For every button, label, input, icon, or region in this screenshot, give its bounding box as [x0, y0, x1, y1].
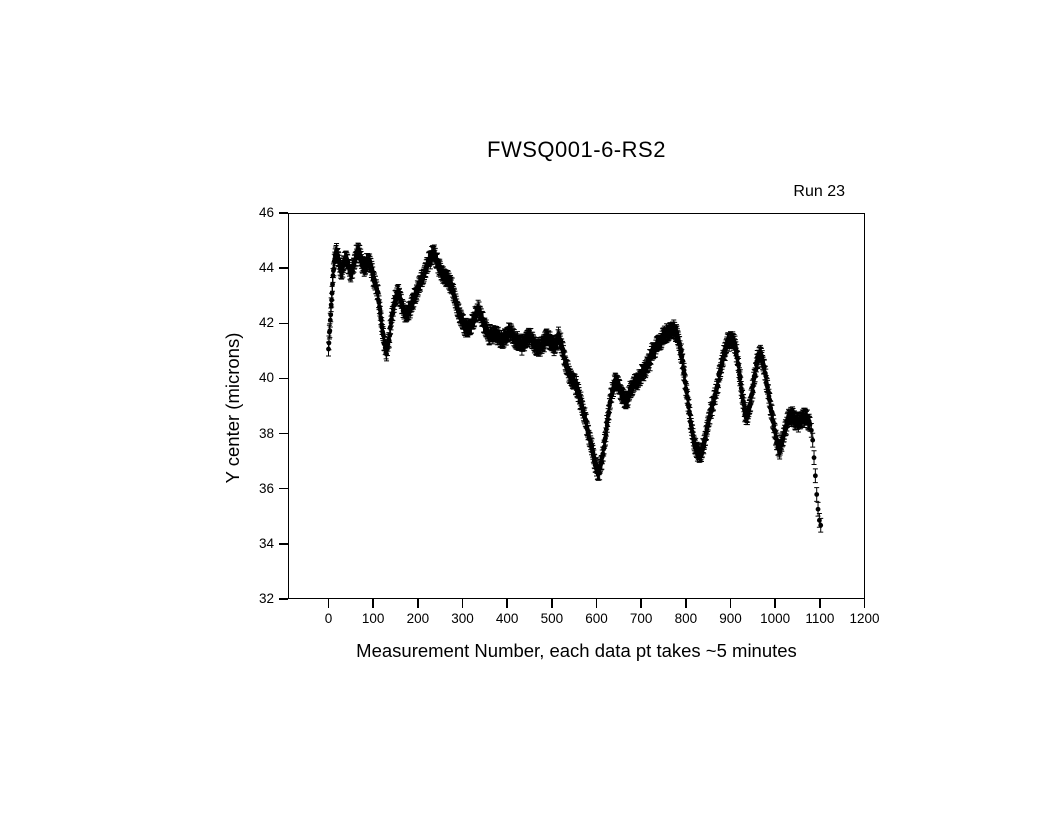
x-axis-tick	[417, 599, 419, 608]
y-axis-tick	[279, 377, 288, 380]
y-tick-label: 38	[258, 425, 274, 441]
y-tick-label: 36	[258, 480, 274, 496]
y-axis-tick	[279, 487, 288, 490]
x-tick-label: 1100	[805, 611, 835, 626]
x-tick-label: 400	[495, 611, 519, 626]
x-tick-label: 600	[585, 611, 608, 626]
scatter-series-canvas	[288, 213, 865, 599]
y-axis-tick	[279, 322, 288, 325]
x-axis-tick	[685, 599, 687, 608]
y-axis-tick	[279, 432, 288, 435]
x-tick-label: 500	[540, 611, 564, 626]
y-axis-label-text: Y center (microns)	[222, 332, 243, 484]
x-axis-tick	[819, 599, 821, 608]
x-tick-label: 1200	[849, 611, 880, 626]
y-tick-label: 44	[258, 260, 274, 276]
x-axis-tick	[372, 599, 374, 608]
x-axis-label: Measurement Number, each data pt takes ~…	[356, 640, 797, 661]
y-axis-tick	[279, 543, 288, 545]
y-axis-tick	[279, 598, 288, 600]
x-axis-tick	[640, 599, 642, 608]
x-tick-label: 800	[674, 611, 698, 626]
y-tick-label: 32	[258, 591, 274, 606]
x-axis-tick	[506, 599, 508, 608]
run-annotation: Run 23	[793, 183, 845, 200]
x-tick-label: 0	[324, 611, 333, 626]
x-tick-label: 700	[629, 611, 653, 626]
y-axis-tick	[279, 212, 288, 214]
x-tick-label: 900	[719, 611, 742, 626]
y-tick-label: 46	[258, 205, 274, 220]
y-tick-label: 42	[258, 315, 274, 331]
x-axis-tick	[595, 599, 598, 608]
x-axis-tick	[729, 599, 732, 608]
x-axis-tick	[327, 599, 330, 608]
x-tick-label: 1000	[760, 611, 791, 626]
x-tick-label: 200	[406, 611, 430, 626]
x-axis-tick	[461, 599, 464, 608]
x-tick-label: 300	[451, 611, 474, 626]
y-tick-label: 34	[258, 535, 274, 551]
y-axis-tick	[279, 267, 288, 269]
x-axis-tick	[863, 599, 866, 608]
y-tick-label: 40	[258, 370, 274, 386]
chart-title: FWSQ001-6-RS2	[487, 137, 666, 162]
x-axis-tick	[551, 599, 553, 608]
x-axis-tick	[774, 599, 776, 608]
x-tick-label: 100	[361, 611, 385, 626]
